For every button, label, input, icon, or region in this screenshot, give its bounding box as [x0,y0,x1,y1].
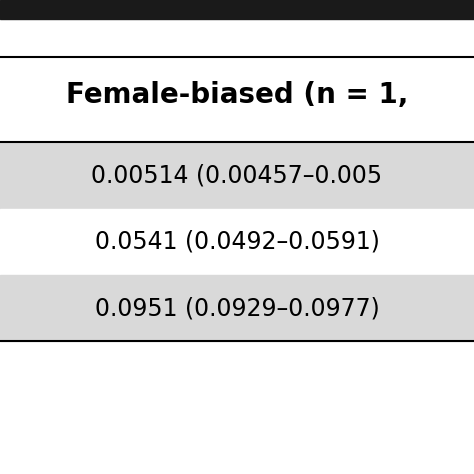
Bar [0,0,474,19]
Bar [0,209,474,275]
Bar [0,275,474,341]
Bar [0,57,474,133]
Text: Female-biased (n = 1,: Female-biased (n = 1, [66,81,408,109]
Text: 0.00514 (0.00457–0.005: 0.00514 (0.00457–0.005 [91,164,383,187]
Text: 0.0541 (0.0492–0.0591): 0.0541 (0.0492–0.0591) [94,230,380,254]
Text: 0.0951 (0.0929–0.0977): 0.0951 (0.0929–0.0977) [95,296,379,320]
Bar [0,142,474,209]
